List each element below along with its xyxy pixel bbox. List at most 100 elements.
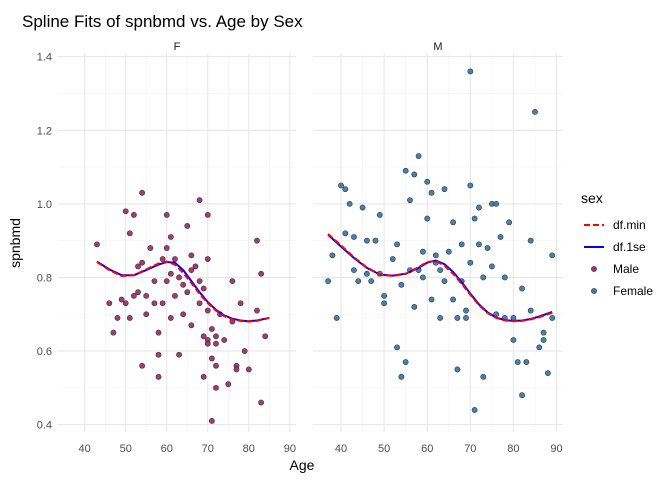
data-point (122, 300, 129, 307)
data-point (351, 267, 357, 273)
data-point (196, 300, 203, 307)
data-point (497, 234, 504, 240)
x-tick-label: 60 (421, 443, 433, 455)
data-point (126, 315, 133, 321)
data-point (527, 307, 534, 314)
data-point (139, 362, 146, 369)
data-point (200, 285, 207, 292)
data-point (480, 274, 487, 281)
data-point (254, 307, 260, 314)
facet-panels: F 40 50 60 70 80 90 0.4 0.6 0.8 1.0 1.2 1.4 M 40 50 60 70… (37, 41, 563, 455)
data-point (480, 373, 487, 380)
data-point (549, 252, 556, 259)
data-point (394, 344, 400, 351)
data-point (432, 252, 439, 259)
data-point (213, 333, 219, 340)
data-point (208, 355, 215, 362)
data-point (545, 370, 551, 377)
data-point (196, 278, 203, 285)
data-point (192, 263, 199, 270)
data-point (200, 373, 207, 380)
data-point (415, 153, 422, 159)
y-axis-label: spnbmd (7, 218, 23, 268)
data-point (458, 241, 465, 248)
data-point (258, 270, 265, 277)
y-tick-label: 1.0 (37, 199, 52, 211)
data-point (163, 212, 170, 218)
data-point (110, 329, 117, 336)
data-point (184, 289, 191, 296)
data-point (163, 245, 170, 251)
facet-label: M (433, 41, 442, 53)
data-point (540, 329, 547, 336)
data-point (208, 326, 215, 332)
data-point (118, 296, 125, 303)
data-point (188, 267, 195, 273)
data-point (114, 315, 121, 321)
legend-entry: Female (591, 284, 653, 298)
data-point (167, 315, 174, 321)
data-point (342, 230, 349, 237)
data-point (245, 366, 252, 373)
data-point (363, 237, 370, 244)
data-point (131, 212, 137, 218)
data-point (376, 212, 383, 218)
y-tick-label: 1.4 (37, 52, 52, 64)
data-point (368, 278, 375, 285)
data-point (180, 311, 187, 318)
data-point (237, 300, 244, 307)
data-point (204, 212, 211, 218)
legend-label: Male (613, 262, 639, 276)
data-point (176, 351, 182, 358)
data-point (359, 204, 366, 211)
data-point (402, 167, 409, 174)
data-point (476, 204, 482, 211)
data-point (241, 348, 248, 354)
x-tick-label: 80 (507, 443, 519, 455)
data-point (196, 197, 203, 204)
data-point (172, 292, 178, 299)
data-point (407, 197, 413, 204)
data-point (346, 200, 353, 207)
data-point (424, 178, 431, 185)
legend-label: df.min (613, 218, 646, 232)
data-point (450, 219, 456, 226)
legend-title: sex (581, 190, 603, 206)
data-point (329, 252, 336, 259)
legend-label: Female (613, 284, 653, 298)
data-point (163, 278, 170, 285)
data-point (394, 241, 400, 248)
data-point (233, 366, 240, 373)
data-point (106, 300, 113, 307)
data-point (437, 315, 444, 321)
data-point (428, 296, 435, 303)
data-point (424, 215, 431, 222)
data-point (122, 208, 129, 215)
x-tick-label: 40 (335, 443, 347, 455)
data-point (204, 340, 211, 347)
data-point (151, 278, 158, 285)
data-point (342, 186, 349, 193)
data-point (188, 252, 195, 259)
data-point (428, 189, 435, 196)
data-point (402, 359, 409, 365)
data-point (147, 245, 154, 251)
data-point (213, 384, 219, 391)
facet-label: F (174, 41, 181, 53)
data-point (139, 189, 146, 196)
data-point (420, 274, 426, 281)
legend-label: df.1se (613, 240, 646, 254)
data-point (471, 407, 478, 413)
data-point (381, 292, 388, 299)
data-point (467, 259, 474, 266)
legend: sex df.min df.1se Male Female (581, 190, 653, 298)
data-point (519, 392, 525, 399)
y-tick-label: 0.4 (37, 420, 52, 432)
chart-title: Spline Fits of spnbmd vs. Age by Sex (22, 12, 303, 31)
data-point (338, 182, 344, 189)
data-point (471, 215, 478, 222)
data-point (155, 351, 162, 358)
data-point (213, 340, 219, 347)
data-point (519, 285, 525, 292)
data-point (514, 359, 521, 365)
